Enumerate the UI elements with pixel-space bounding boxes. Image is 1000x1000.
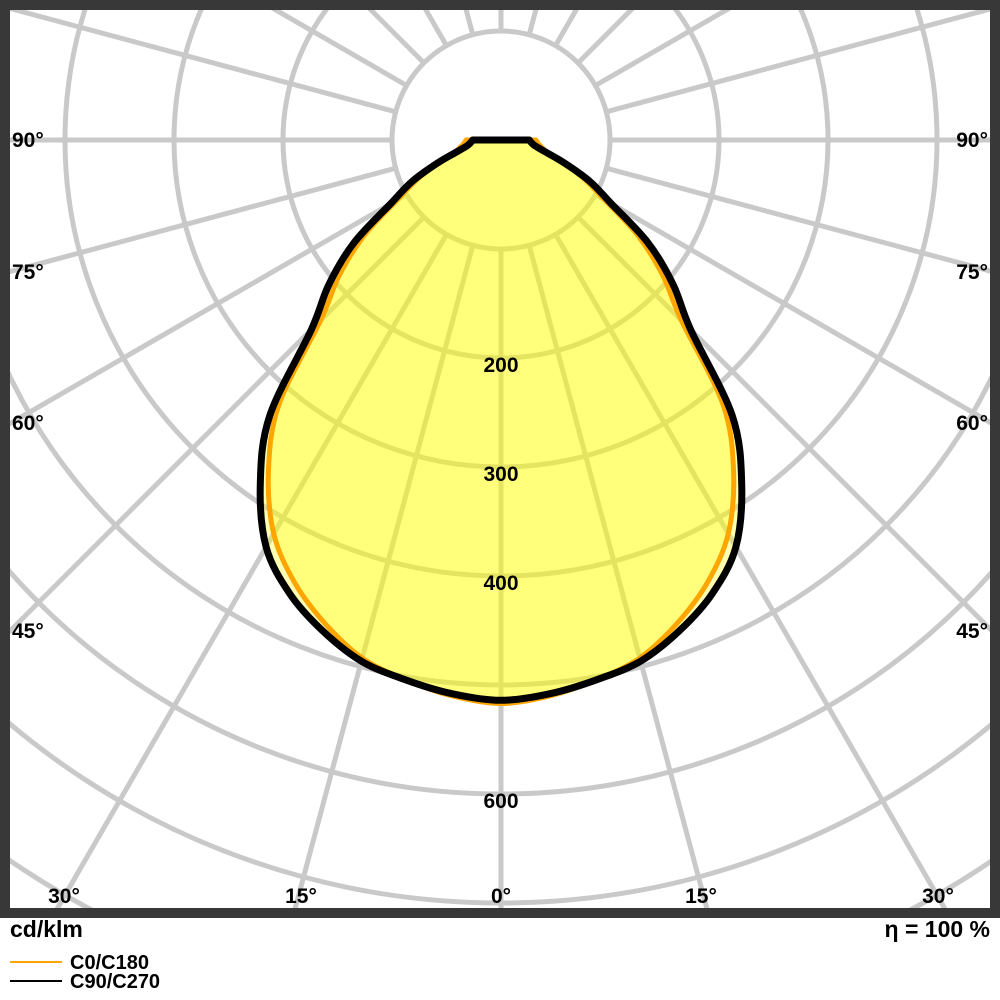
angle-labels: 90° 90° 75° 75° 60° 60° 45° 45° 30° 15° 0° 15° 30° [12, 129, 988, 908]
ring-label-200: 200 [483, 354, 518, 377]
ring-label-300: 300 [483, 463, 518, 486]
grid-ray-30 [553, 233, 948, 908]
grid-ray--30 [54, 233, 449, 908]
curve-strokes [256, 136, 746, 706]
angle-label-left-90: 90° [12, 129, 44, 152]
grid-ray-60 [594, 192, 990, 426]
ring-value-labels: 200 300 400 600 [483, 354, 518, 813]
angle-label-bottom-left-15: 15° [285, 885, 317, 908]
grid-ray-105 [605, 10, 990, 115]
plot-frame [0, 0, 1000, 918]
grid-ray-75 [605, 165, 990, 274]
efficiency-label: η = 100 % [885, 916, 990, 942]
fill-c0-c180 [268, 140, 734, 704]
curve-fills [260, 140, 742, 704]
grid-ray-45 [576, 215, 990, 633]
angle-label-right-45: 45° [956, 620, 988, 643]
grid-ray--75 [10, 165, 397, 275]
grid-ray--105 [10, 10, 397, 115]
legend-label-c0-c180: C0/C180 [70, 952, 149, 974]
angle-label-bottom-0: 0° [491, 885, 511, 908]
grid-ray--45 [10, 215, 426, 635]
grid-ray-15 [526, 244, 710, 908]
grid-ray--60 [10, 192, 408, 427]
ring-label-400: 400 [483, 572, 518, 595]
angle-label-right-90: 90° [956, 129, 988, 152]
legend: C0/C180 C90/C270 [10, 952, 160, 993]
angle-label-bottom-left-30: 30° [48, 885, 80, 908]
unit-label: cd/klm [10, 916, 83, 942]
grid-ray--15 [292, 244, 476, 908]
angle-label-left-60: 60° [12, 412, 44, 435]
ring-label-600: 600 [483, 790, 518, 813]
angle-label-left-45: 45° [12, 620, 44, 643]
angle-label-right-60: 60° [956, 412, 988, 435]
angle-label-left-75: 75° [12, 261, 44, 284]
legend-label-c90-c270: C90/C270 [70, 971, 160, 993]
angle-label-bottom-right-30: 30° [922, 885, 954, 908]
fill-c90-c270 [260, 140, 742, 701]
angle-label-bottom-right-15: 15° [685, 885, 717, 908]
angle-label-right-75: 75° [956, 261, 988, 284]
curve-c90-c270 [256, 136, 746, 704]
